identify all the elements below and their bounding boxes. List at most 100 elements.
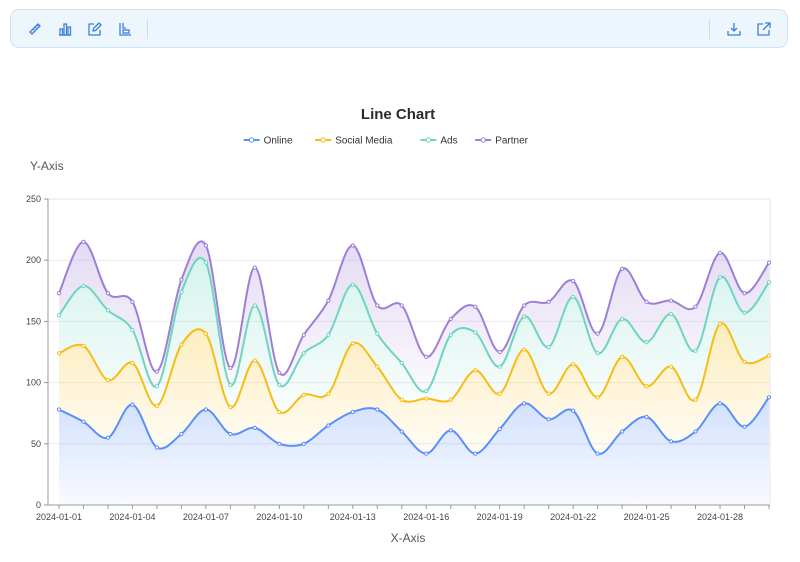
- data-point: [620, 429, 625, 434]
- data-point: [179, 431, 184, 437]
- data-point: [473, 451, 478, 456]
- data-point: [252, 265, 257, 270]
- data-point: [448, 332, 453, 337]
- data-point: [301, 441, 306, 446]
- data-point: [252, 425, 257, 430]
- data-point: [399, 303, 404, 308]
- data-point: [179, 277, 184, 282]
- data-point: [717, 321, 723, 326]
- x-axis-label: X-Axis: [391, 531, 426, 545]
- data-point: [644, 414, 649, 419]
- data-point: [277, 409, 282, 415]
- legend-item-social-media: Social Media: [315, 136, 393, 147]
- data-point: [717, 401, 723, 406]
- data-point: [620, 354, 625, 359]
- data-point: [448, 397, 453, 402]
- data-point: [766, 280, 772, 285]
- data-point: [203, 407, 208, 412]
- legend-marker: [248, 137, 255, 143]
- bar-chart-icon[interactable]: [56, 20, 74, 38]
- series-points: [56, 239, 772, 456]
- legend-marker: [480, 137, 486, 143]
- data-point: [154, 369, 160, 374]
- data-point: [350, 243, 355, 248]
- data-point: [742, 424, 747, 429]
- x-tick-label: 2024-01-16: [403, 512, 449, 522]
- data-point: [277, 382, 282, 388]
- data-point: [693, 304, 698, 309]
- area-online: [59, 397, 769, 505]
- data-point: [179, 342, 184, 347]
- data-point: [56, 291, 62, 296]
- data-point: [571, 294, 576, 300]
- area-social-media: [59, 323, 769, 455]
- data-point: [154, 384, 160, 389]
- x-tick-label: 2024-01-04: [109, 512, 155, 522]
- data-point: [668, 439, 674, 444]
- data-point: [81, 283, 86, 289]
- legend-label: Ads: [440, 136, 457, 147]
- edit-icon[interactable]: [86, 20, 104, 38]
- data-point: [620, 316, 625, 322]
- legend-label: Partner: [495, 136, 528, 147]
- data-point: [668, 298, 674, 303]
- data-point: [473, 330, 478, 335]
- data-point: [105, 435, 111, 440]
- data-point: [742, 310, 747, 315]
- data-point: [620, 266, 625, 271]
- data-point: [497, 364, 502, 369]
- data-point: [130, 360, 135, 366]
- x-tick-label: 2024-01-25: [624, 512, 670, 522]
- legend-label: Social Media: [335, 136, 393, 147]
- toolbar-divider-right: [709, 19, 710, 39]
- area-ads: [59, 257, 769, 414]
- data-point: [301, 332, 306, 337]
- data-point: [301, 351, 306, 356]
- data-point: [595, 331, 600, 336]
- data-point: [375, 303, 380, 308]
- data-point: [424, 354, 429, 359]
- data-point: [228, 365, 233, 371]
- data-point: [644, 384, 649, 389]
- x-tick-label: 2024-01-28: [697, 512, 743, 522]
- data-point: [56, 313, 62, 318]
- data-point: [497, 349, 502, 355]
- data-point: [497, 427, 502, 432]
- data-point: [56, 407, 62, 412]
- download-icon[interactable]: [725, 20, 743, 38]
- chart-toolbar: [10, 9, 788, 48]
- data-point: [130, 327, 135, 333]
- data-point: [473, 304, 478, 309]
- line-social-media: [58, 322, 770, 414]
- data-point: [424, 389, 429, 394]
- ruler-icon[interactable]: [26, 20, 44, 38]
- y-tick-label: 250: [26, 194, 41, 204]
- open-external-icon[interactable]: [755, 20, 773, 38]
- y-tick-label: 0: [36, 500, 41, 510]
- data-point: [81, 419, 86, 424]
- data-point: [766, 395, 772, 400]
- legend-marker: [425, 137, 432, 143]
- x-tick-label: 2024-01-19: [477, 512, 523, 522]
- chart-title: Line Chart: [361, 106, 435, 123]
- data-point: [644, 299, 649, 304]
- data-point: [766, 260, 772, 265]
- data-point: [595, 451, 600, 456]
- data-point: [228, 382, 233, 388]
- data-point: [375, 331, 380, 336]
- data-point: [277, 441, 282, 446]
- x-tick-label: 2024-01-10: [256, 512, 302, 522]
- data-point: [546, 391, 551, 396]
- data-point: [668, 311, 674, 317]
- data-point: [301, 392, 306, 397]
- layout-icon[interactable]: [116, 20, 134, 38]
- data-point: [228, 404, 233, 410]
- x-tick-label: 2024-01-01: [36, 512, 82, 522]
- data-point: [375, 364, 380, 369]
- y-tick-label: 100: [26, 378, 41, 388]
- legend-item-partner: Partner: [475, 136, 529, 147]
- data-point: [497, 391, 502, 396]
- data-point: [448, 316, 453, 322]
- data-point: [375, 407, 380, 412]
